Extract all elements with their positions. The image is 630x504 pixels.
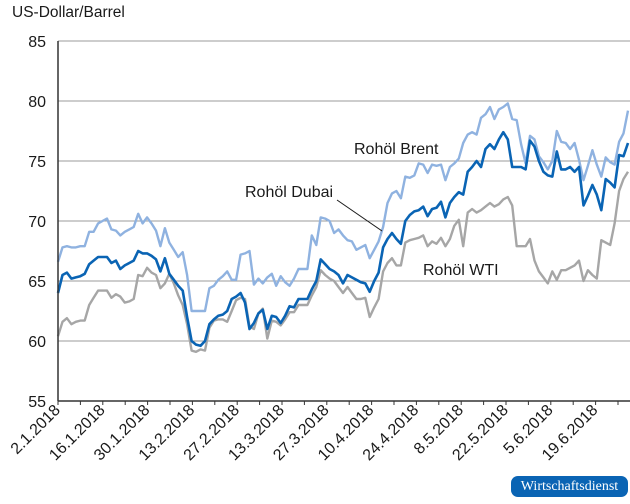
y-tick-label: 75 (28, 154, 46, 171)
label-brent: Rohöl Brent (354, 141, 439, 158)
y-tick-label: 60 (28, 334, 46, 351)
x-axis-tick-labels: 2.1.201816.1.201830.1.201813.2.201827.2.… (8, 402, 602, 464)
y-tick-label: 85 (28, 34, 46, 51)
series-line-roh-l-brent (56, 102, 630, 313)
series-labels: Rohöl Brent Rohöl Dubai Rohöl WTI (245, 141, 499, 279)
label-dubai: Rohöl Dubai (245, 184, 333, 201)
publisher-badge: Wirtschaftsdienst (511, 476, 628, 497)
y-axis-title: US-Dollar/Barrel (12, 4, 125, 21)
axes (57, 41, 630, 405)
series-line-roh-l-wti (56, 171, 630, 353)
y-tick-label: 70 (28, 214, 46, 231)
y-tick-label: 80 (28, 94, 46, 111)
label-wti: Rohöl WTI (423, 262, 499, 279)
y-axis-tick-labels: 55 60 65 70 75 80 85 (28, 34, 46, 411)
series-lines (56, 102, 630, 353)
dubai-leader-line (336, 199, 383, 232)
y-tick-label: 55 (28, 394, 46, 411)
series-line-roh-l-dubai (56, 130, 630, 348)
gridlines (58, 40, 630, 342)
y-tick-label: 65 (28, 274, 46, 291)
